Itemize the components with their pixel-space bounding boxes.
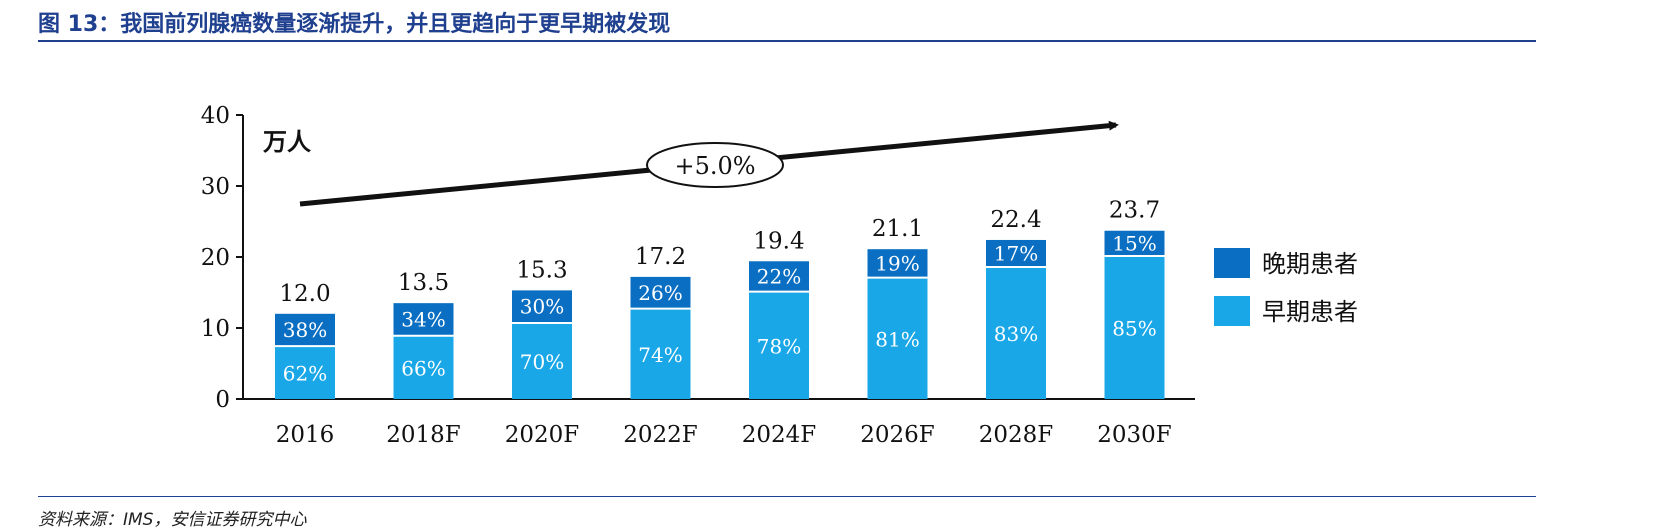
figure-title: 图 13：我国前列腺癌数量逐渐提升，并且更趋向于更早期被发现 (38, 12, 671, 37)
early-share-label: 74% (638, 343, 682, 367)
y-tick-label: 40 (201, 103, 230, 129)
bar-early-2016 (275, 346, 335, 399)
bar-late-2020F (512, 290, 572, 323)
late-share-label: 38% (283, 318, 327, 342)
legend-label: 早期患者 (1262, 298, 1358, 326)
x-tick-label: 2024F (742, 422, 817, 448)
source-note: 资料来源：IMS，安信证券研究中心 (38, 510, 307, 530)
late-share-label: 34% (401, 307, 445, 331)
bar-early-2022F (630, 308, 691, 399)
legend-swatch (1214, 296, 1250, 326)
bar-late-2030F (1104, 230, 1165, 256)
title-divider (38, 40, 1536, 42)
total-value-label: 12.0 (279, 281, 330, 307)
bar-early-2020F (512, 322, 572, 399)
legend-swatch (1214, 248, 1250, 278)
y-tick-label: 30 (201, 174, 230, 200)
bar-early-2030F (1104, 255, 1165, 399)
x-tick-label: 2022F (623, 422, 698, 448)
x-tick-label: 2026F (860, 422, 935, 448)
total-value-label: 17.2 (635, 244, 686, 270)
bar-late-2018F (393, 303, 454, 336)
bar-early-2018F (393, 335, 454, 399)
early-share-label: 62% (283, 362, 327, 386)
chart-bars (275, 230, 1165, 399)
early-share-label: 83% (994, 322, 1038, 346)
bar-late-2022F (630, 276, 691, 309)
growth-rate-label: +5.0% (674, 152, 755, 180)
stacked-bar-chart: 0 10 20 30 40 62% 38% 12.0 2016 66% 34% 13.5 2018F 7… (201, 103, 1358, 448)
late-share-label: 30% (520, 295, 564, 319)
legend-item-early: 早期患者 (1214, 296, 1358, 326)
growth-bubble (646, 142, 784, 188)
x-tick-label: 2020F (505, 422, 580, 448)
bar-late-2026F (867, 249, 928, 278)
late-share-label: 17% (994, 241, 1038, 265)
bar-early-2026F (867, 277, 928, 399)
early-share-label: 66% (401, 356, 445, 380)
legend-label: 晚期患者 (1262, 250, 1358, 278)
chart-labels: 62% 38% 12.0 2016 66% 34% 13.5 2018F 70% 30% 15.3 2… (276, 198, 1172, 448)
total-value-label: 23.7 (1109, 198, 1160, 224)
y-tick-label: 10 (201, 316, 230, 342)
y-tick-label: 0 (215, 387, 230, 413)
total-value-label: 21.1 (872, 216, 923, 242)
early-share-label: 78% (757, 334, 801, 358)
bar-early-2028F (986, 266, 1046, 399)
total-value-label: 22.4 (990, 207, 1041, 233)
late-share-label: 26% (638, 281, 682, 305)
x-tick-label: 2018F (386, 422, 461, 448)
bar-late-2024F (749, 261, 809, 292)
late-share-label: 19% (875, 251, 919, 275)
late-share-label: 15% (1112, 231, 1156, 255)
x-tick-label: 2030F (1097, 422, 1172, 448)
growth-annotation: +5.0% (299, 120, 1119, 207)
x-tick-label: 2028F (979, 422, 1054, 448)
early-share-label: 81% (875, 327, 919, 351)
source-divider (38, 496, 1536, 497)
total-value-label: 13.5 (398, 270, 449, 296)
y-tick-label: 20 (201, 245, 230, 271)
total-value-label: 19.4 (753, 228, 804, 254)
bar-late-2028F (986, 239, 1046, 267)
bar-late-2016 (275, 313, 335, 347)
early-share-label: 70% (520, 350, 564, 374)
x-tick-label: 2016 (276, 422, 335, 448)
legend-item-late: 晚期患者 (1214, 248, 1358, 278)
late-share-label: 22% (757, 264, 801, 288)
early-share-label: 85% (1112, 316, 1156, 340)
unit-label: 万人 (263, 128, 311, 156)
bar-early-2024F (749, 291, 809, 399)
total-value-label: 15.3 (516, 257, 567, 283)
